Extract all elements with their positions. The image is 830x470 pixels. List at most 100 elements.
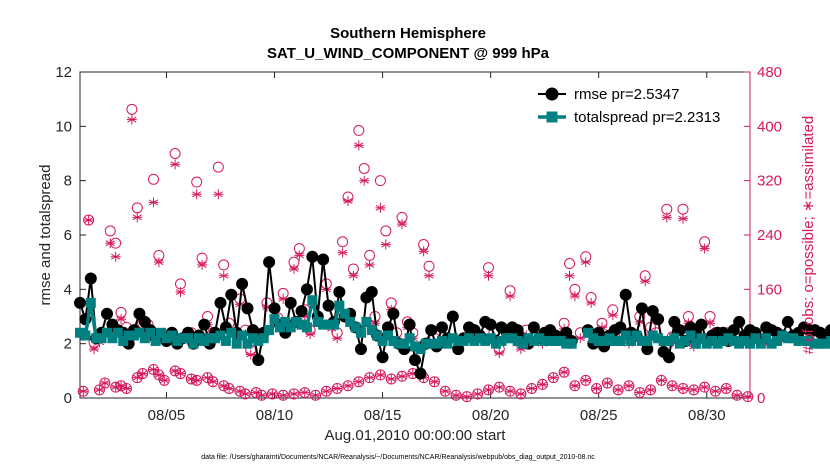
totalspread-point <box>669 333 680 344</box>
rmse-point <box>733 315 746 328</box>
totalspread-point <box>442 338 453 349</box>
totalspread-point <box>355 327 366 338</box>
series-lines <box>74 250 830 380</box>
obs-assimilated-marker <box>699 243 710 254</box>
obs-assimilated-marker <box>688 384 699 395</box>
obs-assimilated-marker <box>148 197 159 208</box>
obs-possible-marker <box>337 236 349 248</box>
obs-assimilated-marker <box>191 189 202 200</box>
rmse-point <box>695 318 708 331</box>
totalspread-point <box>626 335 637 346</box>
totalspread-point <box>350 322 361 333</box>
legend-spread-marker <box>546 111 558 123</box>
obs-assimilated-marker <box>89 344 100 355</box>
totalspread-point <box>285 322 296 333</box>
totalspread-point <box>690 338 701 349</box>
obs-assimilated-marker <box>483 270 494 281</box>
data-file-footnote: data file: /Users/gharamti/Documents/NCA… <box>201 454 595 461</box>
obs-assimilated-marker <box>110 251 121 262</box>
y-tick-label: 10 <box>55 118 72 135</box>
obs-assimilated-marker <box>656 375 667 386</box>
x-tick-label: 08/05 <box>148 407 186 424</box>
obs-assimilated-marker <box>375 202 386 213</box>
totalspread-point <box>820 338 830 349</box>
rmse-point <box>284 296 297 309</box>
obs-possible-marker <box>353 124 365 136</box>
obs-assimilated-marker <box>678 383 688 394</box>
obs-assimilated-marker <box>564 270 575 281</box>
obs-assimilated-marker <box>505 291 516 302</box>
totalspread-point <box>150 335 161 346</box>
rmse-point <box>387 307 400 320</box>
obs-assimilated-marker <box>207 376 218 387</box>
totalspread-point <box>750 333 761 344</box>
obs-assimilated-marker <box>175 368 186 379</box>
totalspread-point <box>301 322 312 333</box>
obs-assimilated-marker <box>343 196 353 207</box>
obs-possible-marker <box>564 258 576 270</box>
totalspread-point <box>215 330 226 341</box>
obs-possible-marker <box>380 225 392 237</box>
totalspread-point <box>226 327 237 338</box>
y-tick-label: 6 <box>64 227 72 244</box>
obs-assimilated-marker <box>380 239 391 250</box>
obs-possible-marker <box>126 103 138 115</box>
totalspread-point <box>345 316 356 327</box>
totalspread-point <box>166 330 177 341</box>
obs-assimilated-marker <box>710 386 721 397</box>
totalspread-point <box>112 327 123 338</box>
rmse-point <box>241 302 254 315</box>
rmse-point <box>409 353 421 366</box>
obs-assimilated-marker <box>640 276 651 287</box>
obs-assimilated-marker <box>397 371 408 382</box>
rmse-point <box>635 302 648 315</box>
obs-assimilated-marker <box>353 376 364 387</box>
obs-assimilated-marker <box>213 189 224 200</box>
totalspread-point <box>188 338 199 349</box>
y-right-tick-label: 480 <box>757 64 782 81</box>
obs-assimilated-marker <box>359 175 370 186</box>
obs-assimilated-marker <box>537 379 548 390</box>
rmse-point <box>662 351 675 364</box>
totalspread-point <box>620 330 631 341</box>
obs-assimilated-marker <box>678 213 688 224</box>
obs-assimilated-marker <box>418 246 429 257</box>
obs-assimilated-marker <box>256 390 267 401</box>
totalspread-point <box>307 295 318 306</box>
obs-assimilated-marker <box>586 297 597 308</box>
obs-assimilated-marker <box>132 212 143 223</box>
chart-subtitle: SAT_U_WIND_COMPONENT @ 999 hPa <box>267 45 550 62</box>
rmse-point <box>727 324 740 337</box>
obs-assimilated-marker <box>148 364 159 375</box>
obs-assimilated-marker <box>78 386 89 397</box>
obs-possible-marker <box>110 237 122 249</box>
totalspread-point <box>415 344 426 355</box>
obs-possible-marker <box>147 173 159 185</box>
y-tick-label: 2 <box>64 336 72 353</box>
obs-possible-marker <box>218 259 230 271</box>
y-tick-label: 12 <box>55 64 72 81</box>
legend: rmse pr=2.5347 totalspread pr=2.2313 <box>538 86 720 126</box>
totalspread-point <box>366 325 377 336</box>
obs-assimilated-marker <box>197 259 208 270</box>
rmse-point <box>614 321 627 334</box>
obs-assimilated-marker <box>218 270 229 281</box>
rmse-point <box>333 286 346 299</box>
totalspread-point <box>404 333 415 344</box>
obs-possible-marker <box>191 176 203 188</box>
obs-assimilated-marker <box>461 391 472 402</box>
obs-assimilated-marker <box>742 391 753 402</box>
obs-assimilated-marker <box>667 380 678 391</box>
obs-assimilated-marker <box>159 375 170 386</box>
y-right-tick-label: 0 <box>757 390 765 407</box>
rmse-point <box>484 318 497 331</box>
rmse-point <box>133 307 146 320</box>
rmse-point <box>84 272 97 285</box>
obs-assimilated-marker <box>515 388 526 399</box>
rmse-point <box>652 313 665 326</box>
obs-assimilated-marker <box>548 372 559 383</box>
rmse-point <box>74 296 86 309</box>
obs-assimilated-marker <box>440 386 451 397</box>
obs-assimilated-marker <box>429 376 440 387</box>
y-right-tick-label: 400 <box>757 118 782 135</box>
